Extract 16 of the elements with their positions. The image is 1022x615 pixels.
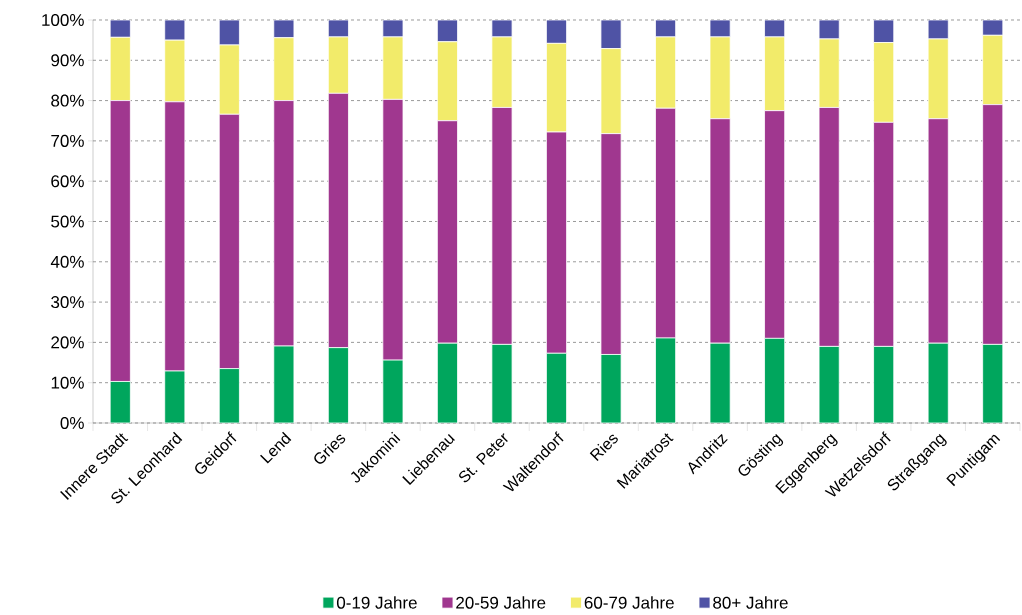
y-tick-label: 100% bbox=[42, 13, 84, 27]
y-tick-label: 90% bbox=[51, 54, 84, 67]
y-tick-label: 40% bbox=[50, 255, 84, 268]
legend-label: 60-79 Jahre bbox=[584, 596, 674, 609]
legend-label: 0-19 Jahre bbox=[336, 596, 417, 609]
y-tick-label: 80% bbox=[51, 94, 84, 107]
legend-label: 80+ Jahre bbox=[713, 596, 788, 609]
y-tick-label: 70% bbox=[51, 134, 84, 147]
y-tick-label: 10% bbox=[51, 376, 84, 389]
y-tick-label: 0% bbox=[60, 416, 84, 430]
x-tick-label: Ries bbox=[589, 434, 618, 462]
y-tick-label: 20% bbox=[51, 336, 84, 349]
legend-label: 20-59 Jahre bbox=[456, 596, 546, 609]
y-tick-label: 50% bbox=[51, 215, 84, 228]
y-tick-label: 60% bbox=[51, 175, 84, 188]
y-tick-label: 30% bbox=[51, 296, 84, 309]
